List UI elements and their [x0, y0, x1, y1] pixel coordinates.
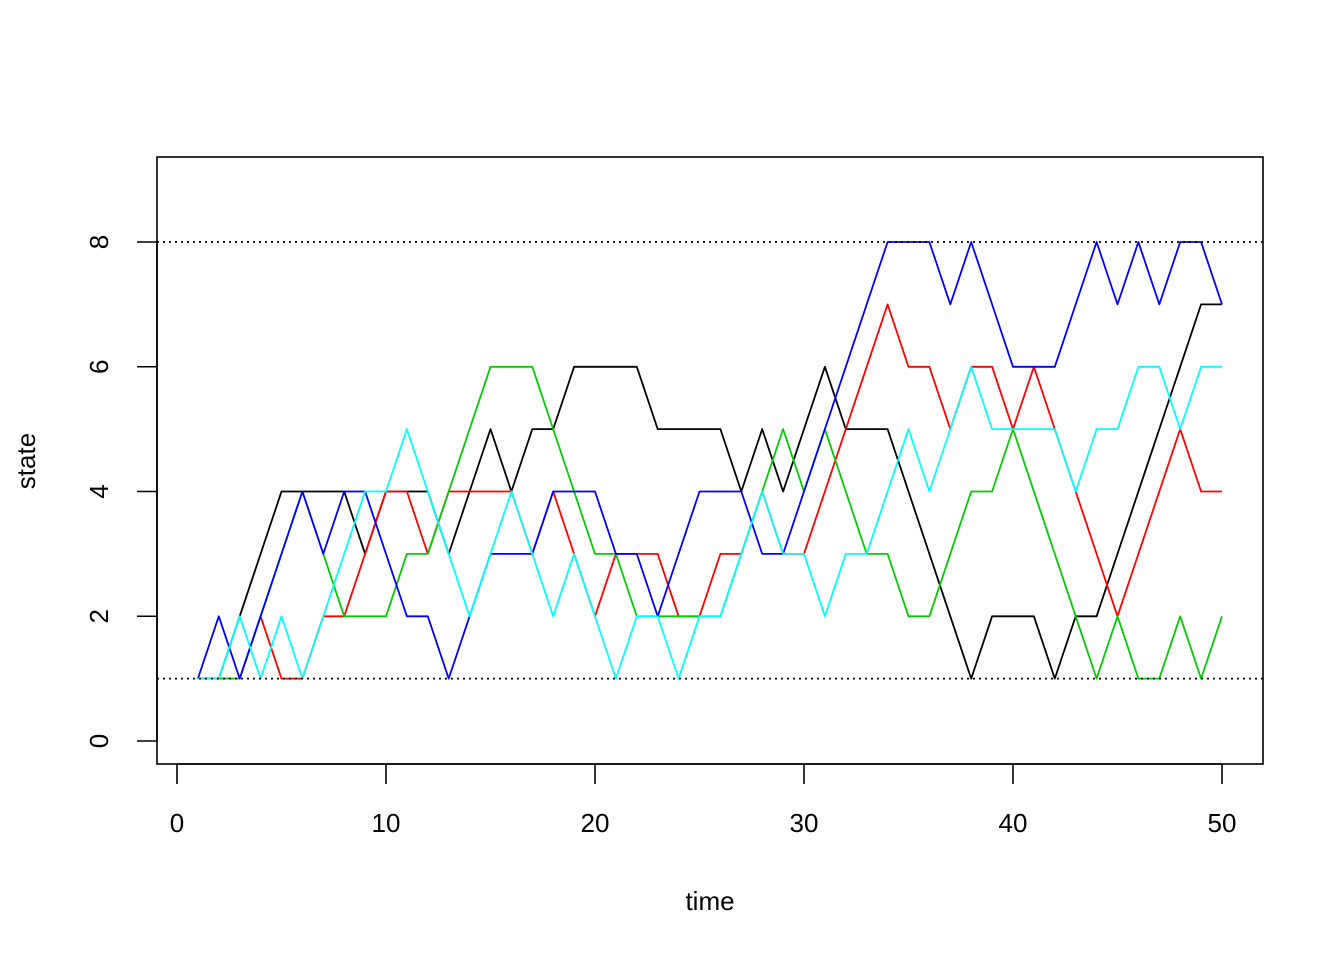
series-layer — [197, 241, 1223, 680]
x-tick-label-10: 10 — [372, 808, 401, 838]
y-tick-label-0: 0 — [84, 734, 114, 748]
y-tick-label-4: 4 — [84, 484, 114, 498]
y-axis-title: state — [11, 433, 41, 489]
series-line-5 — [197, 365, 1222, 680]
x-tick-label-40: 40 — [999, 808, 1028, 838]
x-tick-label-30: 30 — [790, 808, 819, 838]
series-line-3 — [197, 365, 1223, 680]
x-tick-label-50: 50 — [1208, 808, 1237, 838]
x-axis-title: time — [685, 886, 734, 916]
y-tick-label-8: 8 — [84, 235, 114, 249]
series-line-4 — [197, 241, 1223, 680]
x-tick-label-20: 20 — [581, 808, 610, 838]
y-axis: 0 2 4 6 8 — [84, 235, 158, 748]
x-tick-label-0: 0 — [170, 808, 184, 838]
series-line-2 — [197, 303, 1222, 680]
y-tick-label-2: 2 — [84, 609, 114, 623]
plot-box — [156, 156, 1264, 765]
reference-lines — [157, 241, 1263, 680]
x-axis: 0 10 20 30 40 50 — [170, 763, 1237, 838]
y-tick-label-6: 6 — [84, 360, 114, 374]
